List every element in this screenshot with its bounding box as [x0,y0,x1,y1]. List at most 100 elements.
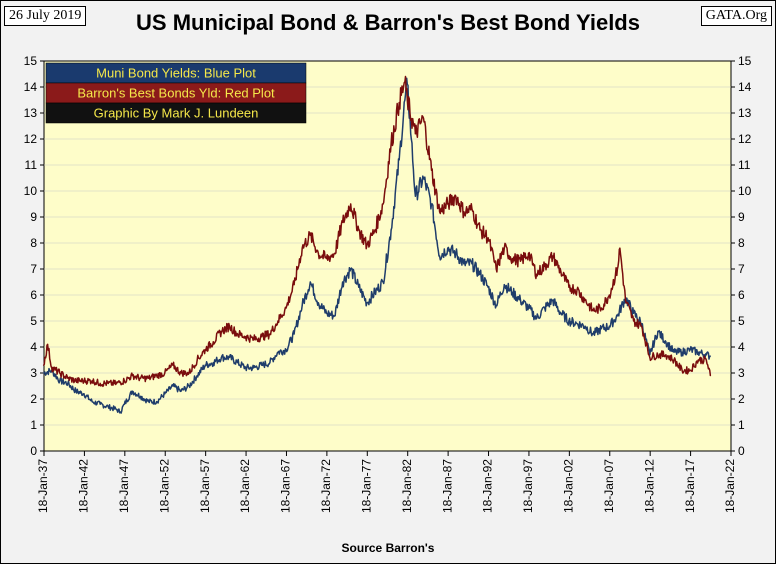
data-point [479,273,481,275]
y-tick-label: 12 [738,132,752,146]
data-point [366,245,368,247]
x-tick-label: 18-Jan-42 [77,459,91,513]
data-point [552,255,554,257]
data-point [374,291,376,293]
y-tick-label: 6 [30,288,37,302]
data-point [503,247,505,249]
data-point [511,258,513,260]
data-point [301,247,303,249]
data-point [410,138,412,140]
data-point [75,380,77,382]
data-point [398,159,400,161]
data-point [196,359,198,361]
data-point [422,177,425,179]
data-point [422,117,425,119]
data-point [665,341,667,343]
data-point [115,382,117,384]
data-point [269,333,271,335]
y-tick-label: 7 [30,262,37,276]
data-point [552,299,554,301]
data-point [236,362,239,364]
data-point [212,362,214,364]
data-point [430,203,433,205]
series-line-muni [43,77,711,414]
y-tick-label: 7 [738,262,745,276]
y-tick-label: 14 [738,80,752,94]
data-point [139,395,142,397]
y-tick-label: 11 [25,158,38,172]
data-point [382,203,384,205]
legend: Muni Bond Yields: Blue Plot Barron's Best… [45,62,307,124]
data-point [196,375,198,377]
data-point [633,312,635,314]
data-point [228,325,231,327]
data-point [47,343,49,345]
y-tick-label: 0 [30,444,37,458]
data-point [503,284,505,286]
data-point [641,325,643,327]
y-tick-label: 12 [24,132,38,146]
x-axis: 18-Jan-37 18-Jan-42 18-Jan-47 18-Jan-52 18-J… [36,451,737,513]
data-point [51,367,53,369]
data-point [430,169,433,171]
x-tick-label: 18-Jan-37 [36,459,50,513]
data-point [536,317,538,319]
x-tick-label: 18-Jan-07 [602,459,616,513]
data-point [709,375,711,377]
data-point [665,354,667,356]
data-point [382,281,384,283]
y-tick-label: 5 [30,314,37,328]
data-point [107,382,109,384]
data-point [350,203,352,205]
y-tick-label: 13 [738,106,752,120]
data-point [709,355,711,357]
data-point [608,325,610,327]
data-point [277,351,279,353]
data-point [447,203,449,205]
brand-label: GATA.Org [700,6,772,26]
data-point [325,258,328,260]
x-tick-label: 18-Jan-52 [157,459,171,513]
data-point [99,382,101,384]
data-point [527,307,530,309]
data-point [455,252,457,254]
data-point [212,341,214,343]
data-point [404,81,406,83]
data-point [253,367,255,369]
data-point [414,133,416,135]
data-point [689,369,691,371]
data-point [59,372,61,374]
data-point [471,208,473,210]
x-tick-label: 18-Jan-22 [723,459,737,513]
y-tick-label: 10 [738,184,752,198]
data-point [285,307,287,309]
x-tick-label: 18-Jan-02 [562,459,576,513]
data-point [705,354,707,356]
y-tick-label: 5 [738,314,745,328]
data-point [439,211,441,213]
data-point [455,195,457,197]
data-point [67,382,69,384]
data-point [188,372,190,374]
data-point [164,393,166,395]
data-point [633,320,635,322]
data-point [358,229,360,231]
data-point [511,291,513,293]
data-point [576,289,578,291]
data-point [697,359,699,361]
data-point [584,299,586,301]
data-point [317,252,319,254]
data-point [398,102,400,104]
data-point [616,315,619,317]
data-point [236,333,239,335]
data-point [245,336,247,338]
data-point [495,304,497,306]
data-point [131,390,134,392]
data-point [592,333,594,335]
data-point [705,359,707,361]
data-point [366,302,368,304]
legend-label: Barron's Best Bonds Yld: Red Plot [77,86,275,101]
data-point [536,273,538,275]
data-point [293,284,295,286]
